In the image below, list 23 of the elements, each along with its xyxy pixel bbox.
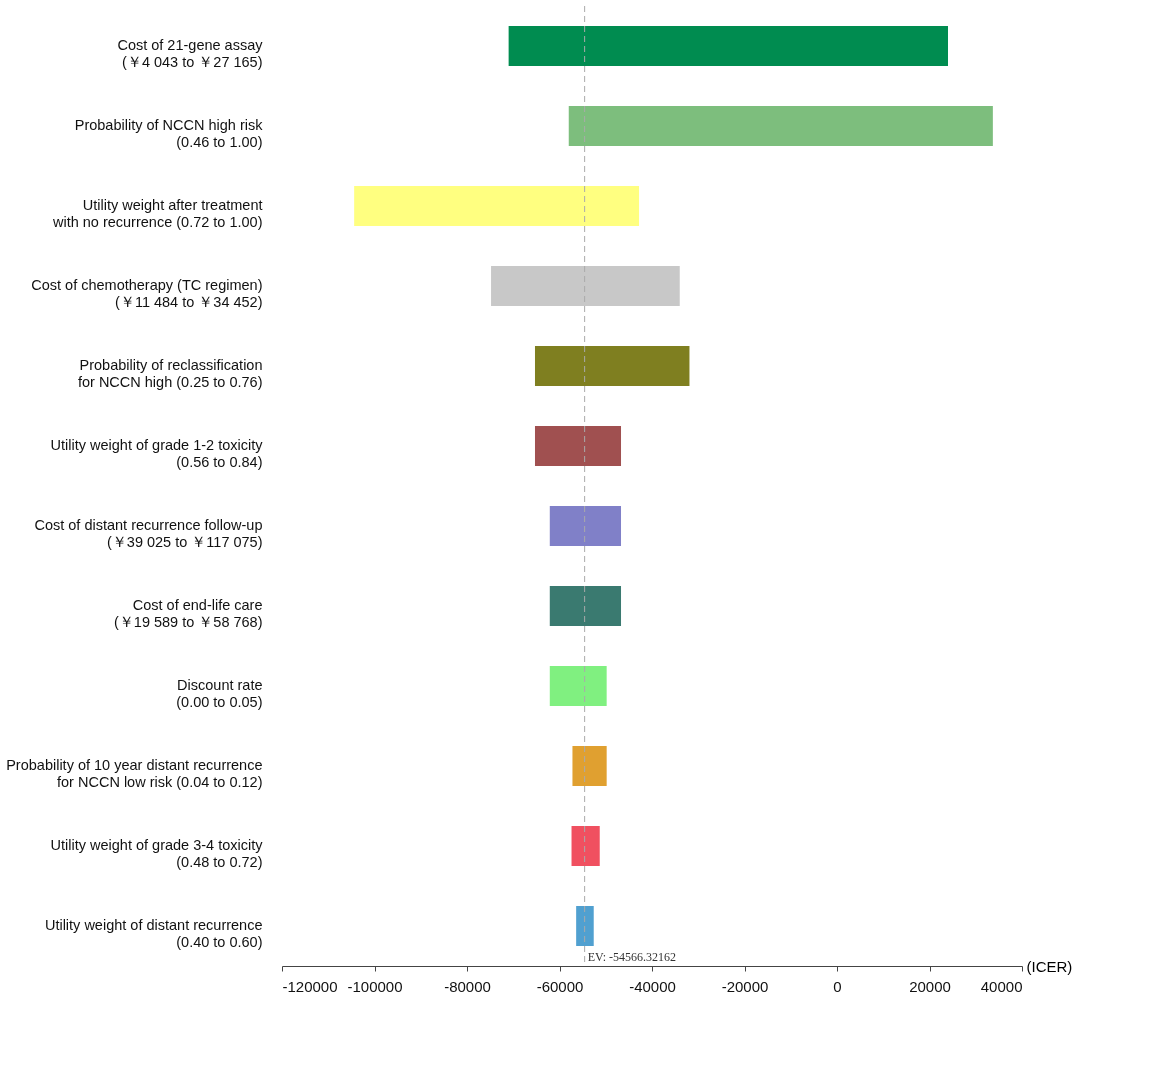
y-tick-label: Probability of 10 year distant recurrence for NCCN low risk (0.04 to 0.12) xyxy=(6,757,263,790)
x-tick-label: -40000 xyxy=(629,977,676,995)
y-tick-label: Cost of chemotherapy (TC regimen) (￥11 484 to ￥34 452) xyxy=(31,277,263,310)
y-tick-label: Discount rate (0.00 to 0.05) xyxy=(176,677,263,710)
x-tick-label: 20000 xyxy=(909,977,951,995)
y-tick-label: Probability of NCCN high risk (0.46 to 1.00) xyxy=(74,117,264,150)
y-tick-label: Cost of distant recurrence follow-up (￥39 025 to ￥117 075) xyxy=(34,517,263,550)
x-tick-label: -120000 xyxy=(282,977,338,995)
y-tick-label: Utility weight after treatment with no recurrence (0.72 to 1.00) xyxy=(51,197,263,230)
y-tick-label: Cost of 21-gene assay (￥4 043 to ￥27 165) xyxy=(117,37,264,70)
x-tick-label: -80000 xyxy=(444,977,491,995)
x-tick-label: -100000 xyxy=(347,977,403,995)
x-tick-label: 0 xyxy=(833,977,842,995)
y-tick-label: Cost of end-life care (￥19 589 to ￥58 768) xyxy=(113,597,263,630)
x-axis-title: (ICER) xyxy=(1026,957,1073,975)
ref-line-label: EV: -54566.32162 xyxy=(587,950,677,964)
x-tick-label: 40000 xyxy=(980,977,1023,995)
x-tick-label: -20000 xyxy=(721,977,769,995)
x-tick-label: -60000 xyxy=(536,977,584,995)
y-tick-label: Utility weight of distant recurrence (0.40 to 0.60) xyxy=(44,917,263,950)
y-tick-label: Utility weight of grade 1-2 toxicity (0.56 to 0.84) xyxy=(50,437,264,470)
y-tick-label: Probability of reclassification for NCCN high (0.25 to 0.76) xyxy=(77,357,263,390)
y-tick-label: Utility weight of grade 3-4 toxicity (0.48 to 0.72) xyxy=(50,837,264,870)
